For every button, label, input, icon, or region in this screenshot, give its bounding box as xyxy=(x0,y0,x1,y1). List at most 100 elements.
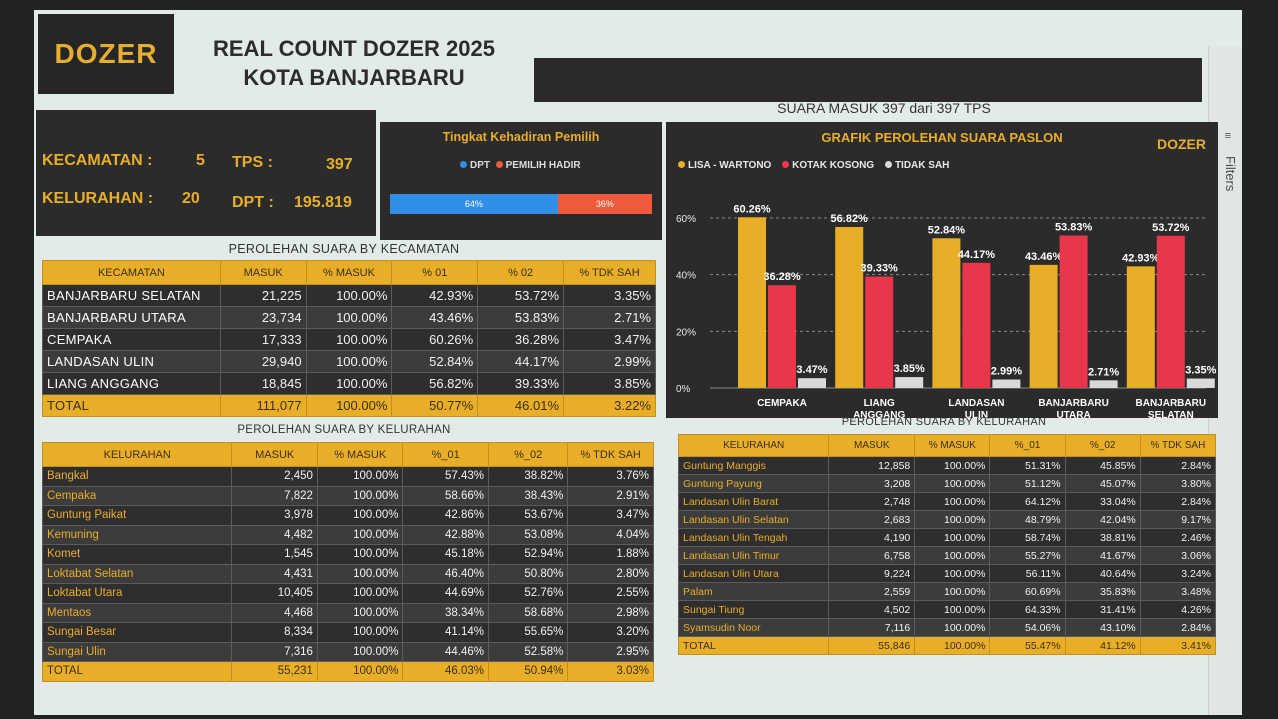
column-header[interactable]: KELURAHAN xyxy=(41,442,233,467)
chart-bar[interactable] xyxy=(768,285,796,388)
column-header[interactable]: % 02 xyxy=(477,260,565,285)
column-header[interactable]: % TDK SAH xyxy=(563,260,656,285)
table-row[interactable]: Sungai Tiung 4,502 100.00% 64.33% 31.41% 4.26… xyxy=(677,600,1217,619)
data-label: 43.46% xyxy=(1025,251,1063,263)
row-value-cell: 100.00% xyxy=(914,456,991,475)
column-header[interactable]: MASUK xyxy=(828,434,916,457)
total-value-cell: 55.47% xyxy=(989,636,1066,655)
table-row[interactable]: Guntung Payung 3,208 100.00% 51.12% 45.07% 3.… xyxy=(677,474,1217,493)
table-row[interactable]: BANJARBARU UTARA 23,734 100.00% 43.46% 53.83… xyxy=(42,306,656,329)
chart-bar[interactable] xyxy=(962,262,991,388)
row-value-cell: 100.00% xyxy=(305,350,393,373)
chart-bar[interactable] xyxy=(1126,266,1155,388)
column-header[interactable]: %_01 xyxy=(402,442,489,467)
row-value-cell: 100.00% xyxy=(316,563,404,584)
row-name-cell: Komet xyxy=(41,544,233,565)
table-row[interactable]: Loktabat Utara 10,405 100.00% 44.69% 52.76% 2… xyxy=(41,583,654,604)
data-label: 3.35% xyxy=(1185,365,1216,377)
row-name-cell: Sungai Tiung xyxy=(677,600,830,619)
attendance-bar[interactable]: 64% 36% xyxy=(390,194,652,214)
table-row[interactable]: Landasan Ulin Utara 9,224 100.00% 56.11% 40.… xyxy=(677,564,1217,583)
row-value-cell: 44.17% xyxy=(477,350,565,373)
chart-bar[interactable] xyxy=(738,217,766,388)
column-header[interactable]: %_02 xyxy=(1064,434,1141,457)
row-value-cell: 35.83% xyxy=(1064,582,1141,601)
chart-bar[interactable] xyxy=(835,227,864,388)
filter-icon[interactable]: ≡ xyxy=(1224,130,1231,142)
table-row[interactable]: Loktabat Selatan 4,431 100.00% 46.40% 50.80%… xyxy=(41,563,654,584)
chart-bar[interactable] xyxy=(895,377,924,388)
table-row[interactable]: Kemuning 4,482 100.00% 42.88% 53.08% 4.04% xyxy=(41,524,654,545)
row-value-cell: 100.00% xyxy=(914,564,991,583)
chart-bar[interactable] xyxy=(798,378,826,388)
attendance-bar-hadir[interactable]: 36% xyxy=(557,194,652,214)
row-value-cell: 100.00% xyxy=(914,582,991,601)
column-header[interactable]: MASUK xyxy=(231,442,318,467)
chart-bar[interactable] xyxy=(1059,235,1088,388)
table-row[interactable]: Komet 1,545 100.00% 45.18% 52.94% 1.88% xyxy=(41,544,654,565)
attendance-bar-dpt[interactable]: 64% xyxy=(390,194,558,214)
table-row[interactable]: Sungai Ulin 7,316 100.00% 44.46% 52.58% 2.95% xyxy=(41,641,654,662)
chart-bar[interactable] xyxy=(992,379,1021,388)
bar-chart[interactable]: 0% 20% 40% 60% 60.26% 36.28% 3.47% CEMPAKA 56.82… xyxy=(666,122,1218,418)
row-value-cell: 2,683 xyxy=(828,510,916,529)
total-value-cell: 46.03% xyxy=(402,661,489,682)
table-row[interactable]: Syamsudin Noor 7,116 100.00% 54.06% 43.10% 2.… xyxy=(677,618,1217,637)
legend-dot-icon xyxy=(678,161,685,168)
column-header[interactable]: % TDK SAH xyxy=(1139,434,1217,457)
table-row[interactable]: Palam 2,559 100.00% 60.69% 35.83% 3.48% xyxy=(677,582,1217,601)
table-row[interactable]: BANJARBARU SELATAN 21,225 100.00% 42.93% 53.… xyxy=(42,284,656,307)
table-row[interactable]: Sungai Besar 8,334 100.00% 41.14% 55.65% 3.20… xyxy=(41,622,654,643)
table-row[interactable]: Landasan Ulin Barat 2,748 100.00% 64.12% 33.… xyxy=(677,492,1217,511)
row-value-cell: 100.00% xyxy=(305,328,393,351)
data-label: 60.26% xyxy=(733,203,771,215)
table-row[interactable]: Guntung Manggis 12,858 100.00% 51.31% 45.85%… xyxy=(677,456,1217,475)
table-row[interactable]: Landasan Ulin Selatan 2,683 100.00% 48.79% 4… xyxy=(677,510,1217,529)
row-value-cell: 4,482 xyxy=(231,524,318,545)
row-value-cell: 3.85% xyxy=(563,372,656,395)
table-row[interactable]: Guntung Paikat 3,978 100.00% 42.86% 53.67% 3.… xyxy=(41,505,654,526)
filters-label[interactable]: Filters xyxy=(1223,156,1238,192)
chart-bar[interactable] xyxy=(1156,235,1185,388)
x-tick-label: BANJARBARU xyxy=(1038,398,1109,409)
column-header[interactable]: % MASUK xyxy=(316,442,404,467)
column-header[interactable]: MASUK xyxy=(219,260,307,285)
column-header[interactable]: % MASUK xyxy=(914,434,991,457)
table-row[interactable]: Landasan Ulin Timur 6,758 100.00% 55.27% 41.… xyxy=(677,546,1217,565)
data-label: 42.93% xyxy=(1122,252,1160,264)
row-value-cell: 9.17% xyxy=(1139,510,1217,529)
legend-dot-icon xyxy=(884,161,892,168)
total-label: TOTAL xyxy=(42,394,221,417)
table-row[interactable]: Landasan Ulin Tengah 4,190 100.00% 58.74% 38… xyxy=(677,528,1217,547)
column-header[interactable]: % 01 xyxy=(391,260,479,285)
row-value-cell: 54.06% xyxy=(989,618,1066,637)
row-name-cell: CEMPAKA xyxy=(42,328,221,351)
column-header[interactable]: KECAMATAN xyxy=(42,260,221,285)
column-header[interactable]: %_02 xyxy=(487,442,569,467)
table-row[interactable]: Bangkal 2,450 100.00% 57.43% 38.82% 3.76% xyxy=(41,466,654,487)
kecamatan-value: 5 xyxy=(196,152,205,169)
chart-bar[interactable] xyxy=(1089,380,1118,388)
attendance-card: Tingkat Kehadiran Pemilih DPT PEMILIH HA… xyxy=(380,122,662,240)
table-row[interactable]: LIANG ANGGANG 18,845 100.00% 56.82% 39.33% 3.… xyxy=(42,372,656,395)
table-row[interactable]: CEMPAKA 17,333 100.00% 60.26% 36.28% 3.47% xyxy=(42,328,656,351)
chart-bar[interactable] xyxy=(1029,264,1058,388)
x-tick-label: SELATAN xyxy=(1148,410,1194,418)
table-row[interactable]: Mentaos 4,468 100.00% 38.34% 58.68% 2.98% xyxy=(41,602,654,623)
table-row[interactable]: LANDASAN ULIN 29,940 100.00% 52.84% 44.17% 2.… xyxy=(42,350,656,373)
column-header[interactable]: KELURAHAN xyxy=(677,434,830,457)
column-header[interactable]: %_01 xyxy=(989,434,1066,457)
row-value-cell: 2.91% xyxy=(567,485,654,506)
table-row[interactable]: Cempaka 7,822 100.00% 58.66% 38.43% 2.91% xyxy=(41,485,654,506)
column-header[interactable]: % MASUK xyxy=(305,260,393,285)
chart-bar[interactable] xyxy=(865,276,894,388)
row-value-cell: 51.12% xyxy=(989,474,1066,493)
attendance-legend: DPT PEMILIH HADIR xyxy=(460,160,581,171)
chart-bar[interactable] xyxy=(1186,378,1215,388)
chart-bar[interactable] xyxy=(932,238,961,388)
total-value-cell: 3.22% xyxy=(563,394,656,417)
row-value-cell: 38.43% xyxy=(487,485,569,506)
row-name-cell: Guntung Manggis xyxy=(677,456,830,475)
kelurahan-value: 20 xyxy=(182,190,200,207)
column-header[interactable]: % TDK SAH xyxy=(567,442,654,467)
